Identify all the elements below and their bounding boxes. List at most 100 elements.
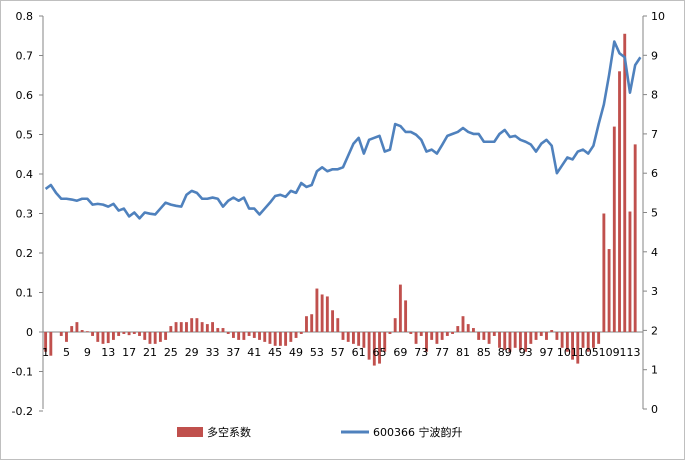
bar bbox=[398, 284, 402, 332]
left-axis-tick-label: 0 bbox=[26, 326, 33, 339]
bar bbox=[565, 332, 569, 352]
bar bbox=[258, 332, 261, 340]
left-axis-tick-label: 0.2 bbox=[16, 247, 34, 260]
bar bbox=[252, 332, 256, 338]
bar bbox=[628, 211, 632, 332]
bar bbox=[612, 126, 616, 332]
bar bbox=[586, 332, 590, 352]
bar bbox=[466, 324, 470, 332]
bar bbox=[132, 332, 136, 334]
x-axis-tick-label: 93 bbox=[519, 346, 533, 359]
bar bbox=[414, 332, 418, 344]
x-axis-tick-label: 37 bbox=[226, 346, 240, 359]
right-axis-tick-label: 7 bbox=[651, 128, 658, 141]
x-axis-tick-label: 89 bbox=[498, 346, 512, 359]
bar bbox=[529, 332, 533, 344]
bar bbox=[425, 332, 428, 352]
bar bbox=[263, 332, 267, 342]
x-axis-tick-label: 25 bbox=[164, 346, 178, 359]
bar bbox=[127, 332, 131, 336]
bar bbox=[65, 332, 68, 342]
left-axis-tick-label: 0.6 bbox=[16, 89, 34, 102]
bar bbox=[367, 332, 371, 360]
bar bbox=[96, 332, 100, 342]
x-axis-tick-label: 17 bbox=[122, 346, 136, 359]
bar bbox=[472, 328, 475, 332]
bar bbox=[461, 316, 465, 332]
bar bbox=[299, 332, 303, 334]
bar bbox=[200, 322, 204, 332]
right-axis-tick-label: 1 bbox=[651, 364, 658, 377]
bar bbox=[75, 322, 79, 332]
bar bbox=[388, 332, 392, 334]
legend: 多空系数 600366 宁波韵升 bbox=[177, 425, 463, 439]
right-axis-tick-label: 6 bbox=[651, 167, 658, 180]
bar bbox=[362, 332, 366, 348]
bar bbox=[305, 316, 308, 332]
bar bbox=[534, 332, 538, 340]
x-axis-tick-label: 13 bbox=[101, 346, 115, 359]
bar bbox=[232, 332, 235, 338]
x-axis-tick-label: 105 bbox=[578, 346, 599, 359]
bar bbox=[430, 332, 434, 340]
x-axis-tick-label: 97 bbox=[539, 346, 553, 359]
x-axis-tick-label: 53 bbox=[310, 346, 324, 359]
left-axis-tick-label: -0.2 bbox=[12, 405, 33, 418]
bar bbox=[138, 332, 141, 336]
bar bbox=[325, 296, 329, 332]
bar bbox=[49, 332, 53, 356]
bar bbox=[174, 322, 178, 332]
bar bbox=[278, 332, 282, 346]
bar bbox=[419, 332, 423, 336]
x-axis-tick-label: 65 bbox=[373, 346, 387, 359]
bar bbox=[310, 314, 314, 332]
legend-label-line: 600366 宁波韵升 bbox=[373, 425, 463, 439]
bar bbox=[435, 332, 439, 344]
bar bbox=[315, 288, 319, 332]
bar bbox=[190, 318, 194, 332]
bar bbox=[226, 332, 230, 334]
bar bbox=[440, 332, 444, 340]
bar bbox=[331, 310, 334, 332]
bar bbox=[284, 332, 288, 346]
bar bbox=[179, 322, 183, 332]
bar bbox=[607, 249, 611, 332]
bar bbox=[112, 332, 115, 340]
bar bbox=[539, 332, 543, 336]
bar bbox=[237, 332, 241, 340]
right-axis-tick-label: 8 bbox=[651, 89, 658, 102]
bar bbox=[101, 332, 105, 344]
bar bbox=[597, 332, 601, 344]
bar bbox=[352, 332, 355, 344]
x-axis-tick-label: 41 bbox=[247, 346, 261, 359]
bar bbox=[169, 326, 173, 332]
x-axis-tick-label: 81 bbox=[456, 346, 470, 359]
bar bbox=[545, 332, 548, 340]
bar bbox=[372, 332, 376, 366]
x-axis-tick-label: 61 bbox=[352, 346, 366, 359]
bar bbox=[153, 332, 157, 344]
bar bbox=[341, 332, 345, 340]
bar bbox=[456, 326, 460, 332]
left-axis-tick-label: 0.3 bbox=[16, 208, 34, 221]
bar bbox=[148, 332, 152, 344]
left-axis-tick-label: 0.5 bbox=[16, 129, 34, 142]
x-axis-tick-label: 57 bbox=[331, 346, 345, 359]
bar bbox=[85, 331, 89, 332]
bar bbox=[158, 332, 162, 342]
bar bbox=[268, 332, 272, 344]
right-axis-tick-label: 3 bbox=[651, 285, 658, 298]
bar bbox=[211, 322, 214, 332]
bar bbox=[294, 332, 298, 338]
bar bbox=[70, 326, 74, 332]
bar bbox=[633, 144, 637, 332]
x-axis-tick-label: 45 bbox=[268, 346, 282, 359]
right-axis-tick-label: 0 bbox=[651, 403, 658, 416]
bar bbox=[581, 332, 585, 348]
bar bbox=[404, 300, 408, 332]
left-axis-tick-label: 0.7 bbox=[16, 50, 34, 63]
right-axis-tick-label: 5 bbox=[651, 207, 658, 220]
bar bbox=[346, 332, 350, 342]
